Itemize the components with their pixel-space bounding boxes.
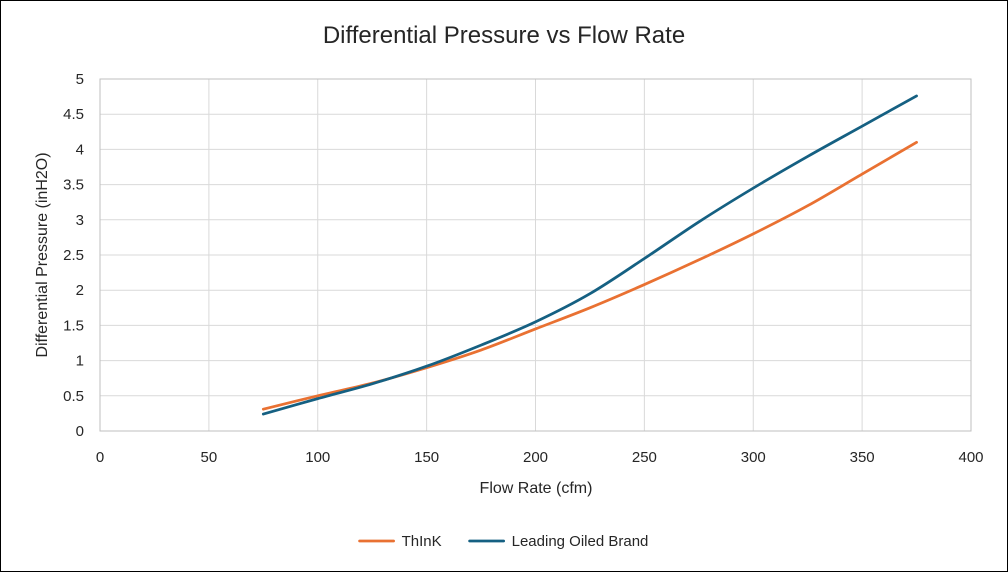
x-tick-label: 250 (632, 449, 657, 466)
x-tick-label: 300 (741, 449, 766, 466)
x-tick-label: 100 (305, 449, 330, 466)
y-tick-label: 1.5 (63, 317, 84, 334)
x-tick-label: 350 (850, 449, 875, 466)
legend: ThInK Leading Oiled Brand (358, 533, 649, 550)
plot-border (99, 78, 972, 432)
y-tick-label: 3.5 (63, 177, 84, 194)
tick-layer: 0 50 100 150 200 250 300 350 400 0 0.5 1 1.5 2 2.5 3 3.5… (63, 71, 983, 466)
y-tick-label: 3 (76, 212, 84, 229)
y-tick-label: 2 (76, 282, 84, 299)
x-tick-label: 400 (958, 449, 983, 466)
series-layer (261, 94, 918, 416)
chart-title: Differential Pressure vs Flow Rate (323, 22, 685, 49)
y-tick-label: 2.5 (63, 247, 84, 264)
legend-label: ThInK (402, 533, 442, 550)
x-tick-label: 150 (414, 449, 439, 466)
x-axis-label: Flow Rate (cfm) (480, 480, 593, 497)
series-line-1 (261, 140, 918, 411)
y-tick-label: 4 (76, 141, 84, 158)
x-tick-label: 200 (523, 449, 548, 466)
y-tick-label: 4.5 (63, 106, 84, 123)
series-line-2 (261, 94, 918, 416)
y-tick-label: 1 (76, 353, 84, 370)
grid-layer (99, 78, 972, 432)
x-tick-label: 0 (96, 449, 104, 466)
x-tick-label: 50 (201, 449, 218, 466)
y-tick-label: 5 (76, 71, 84, 88)
y-tick-label: 0 (76, 423, 84, 440)
legend-label: Leading Oiled Brand (512, 533, 649, 550)
y-tick-label: 0.5 (63, 388, 84, 405)
y-axis-label: Differential Pressure (inH2O) (34, 152, 51, 357)
